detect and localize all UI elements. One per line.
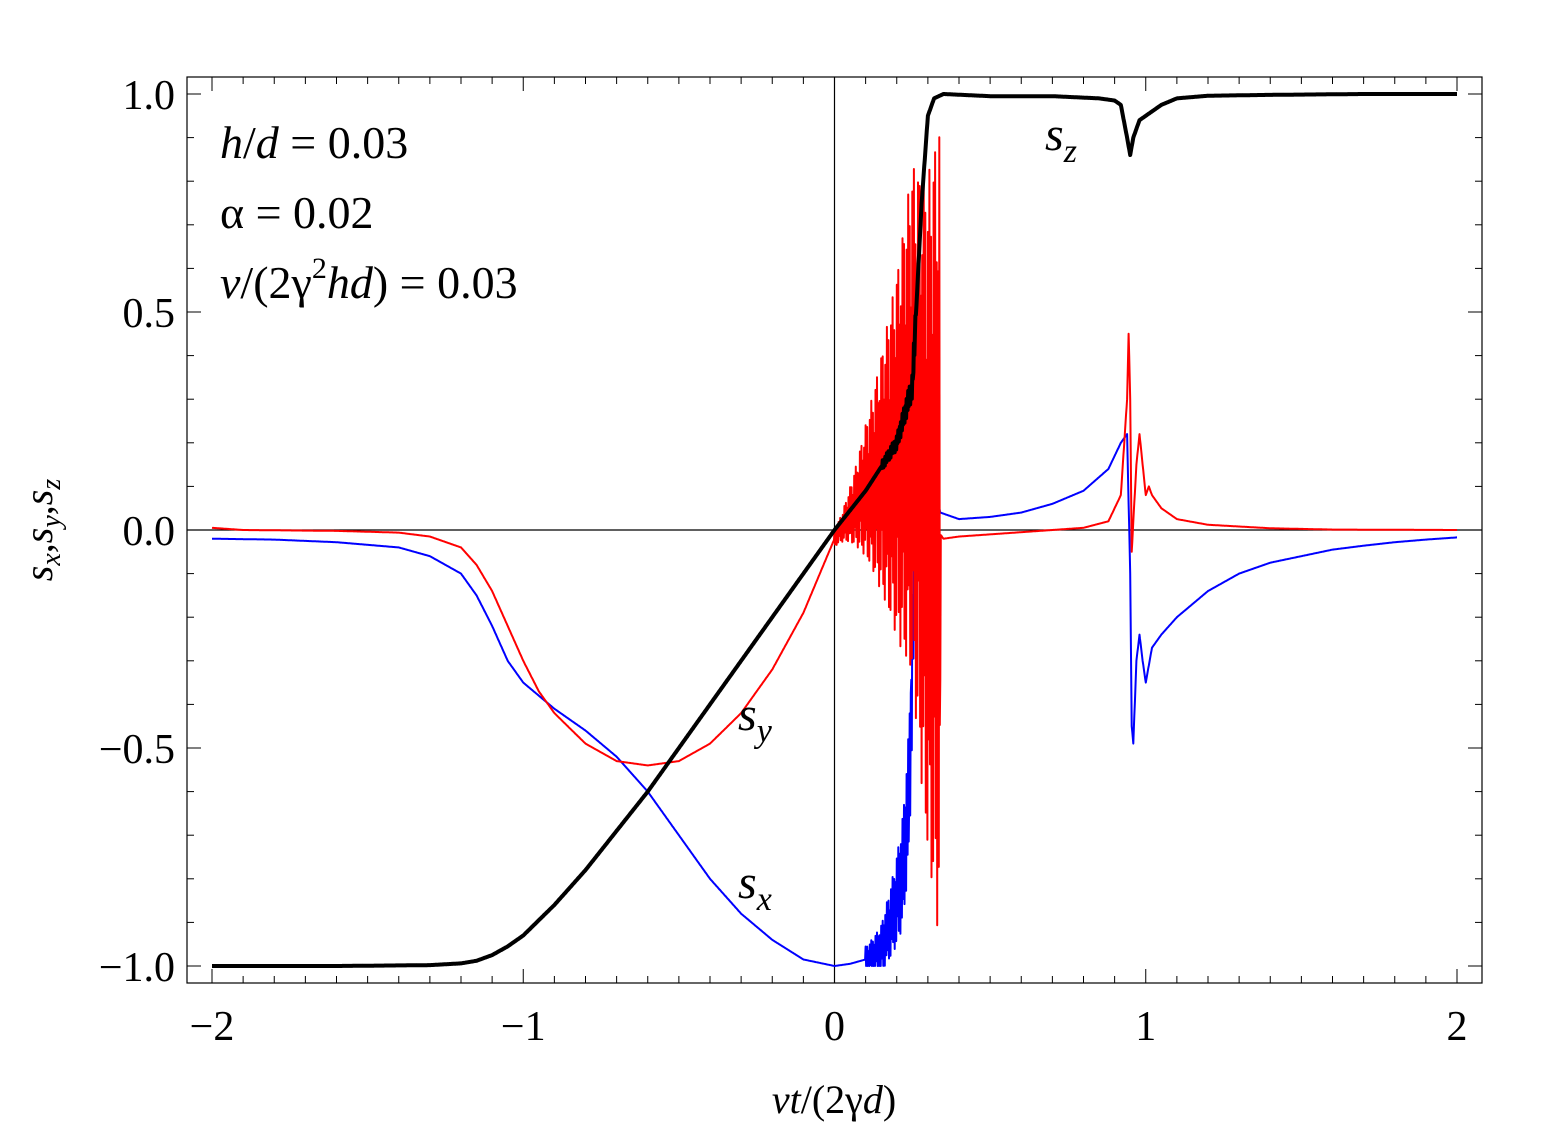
series-label-sy: sy: [738, 688, 773, 750]
y-tick-label: −1.0: [99, 945, 175, 991]
y-tick-label: 1.0: [123, 73, 176, 119]
x-tick-label: −2: [190, 1004, 235, 1050]
y-tick-label: −0.5: [99, 727, 175, 773]
tick-marks: [187, 77, 1482, 983]
param-h-over-d: h/d = 0.03: [220, 117, 408, 168]
y-tick-label: 0.5: [123, 291, 176, 337]
param-alpha: α = 0.02: [220, 187, 374, 238]
x-axis-title: vt/(2γd): [772, 1077, 896, 1122]
series-label-sx: sx: [738, 856, 772, 918]
param-velocity: v/(2γ2hd) = 0.03: [220, 252, 518, 308]
series-line-sz: [210, 92, 1459, 968]
x-tick-label: 2: [1447, 1004, 1468, 1050]
x-tick-label: 0: [824, 1004, 845, 1050]
y-tick-label: 0.0: [123, 509, 176, 555]
y-axis-title: sx,sy,sz: [16, 479, 67, 582]
series-layer: [210, 92, 1459, 968]
series-label-sz: sz: [1045, 108, 1077, 170]
x-tick-label: 1: [1135, 1004, 1156, 1050]
tick-labels: −2 −1 0 1 2 1.0 0.5 0.0 −0.5 −1.0: [99, 73, 1468, 1050]
x-tick-label: −1: [501, 1004, 546, 1050]
series-line-sx: [211, 332, 1458, 967]
